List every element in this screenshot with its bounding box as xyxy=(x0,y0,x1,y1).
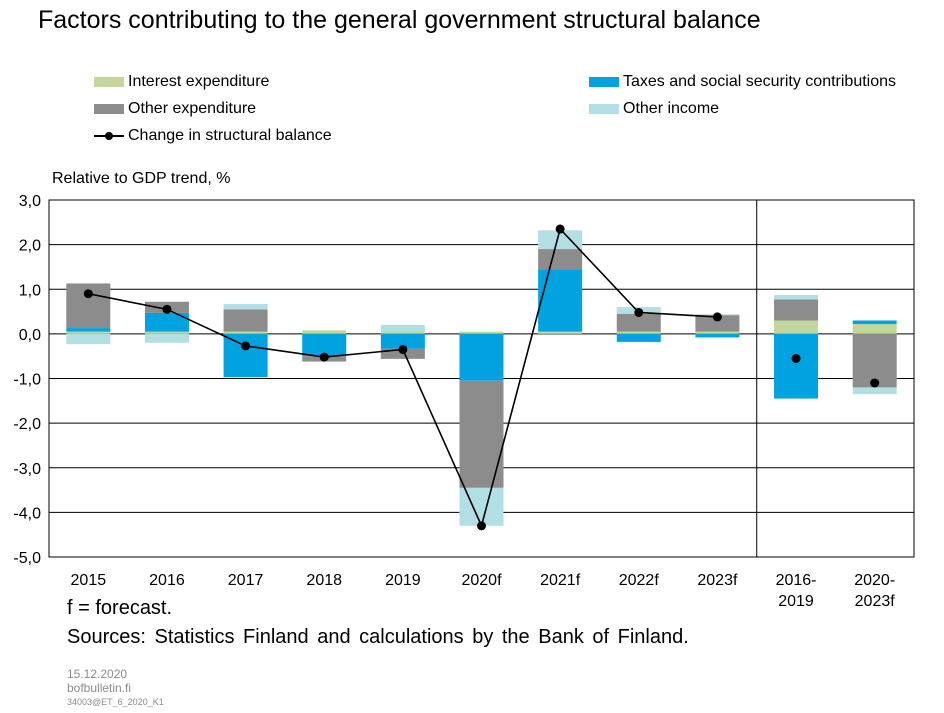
chart-title: Factors contributing to the general gove… xyxy=(38,6,761,34)
y-tick-label: -2,0 xyxy=(13,416,41,433)
change-point xyxy=(162,304,172,314)
legend-other-expenditure: Other expenditure xyxy=(94,100,256,118)
stamp-date: 15.12.2020 xyxy=(67,667,128,681)
bar-segment xyxy=(302,330,347,334)
y-tick-label: 3,0 xyxy=(19,193,41,210)
bar-segment xyxy=(459,380,504,488)
bar-segment xyxy=(459,487,504,526)
bar-segment xyxy=(144,331,189,334)
legend-label-other-income: Other income xyxy=(623,100,720,117)
bar-segment xyxy=(616,313,661,332)
x-tick-label: 2020- xyxy=(854,572,895,589)
change-point xyxy=(555,224,565,234)
x-tick-label: 2022f xyxy=(619,572,660,589)
bar-segment xyxy=(774,295,819,300)
x-tick-label: 2015 xyxy=(71,572,107,589)
bar-segment xyxy=(616,333,661,342)
bar-segment xyxy=(380,331,425,334)
legend-swatch-line xyxy=(94,131,124,141)
legend-swatch-taxes xyxy=(589,77,619,87)
bar-segment xyxy=(852,324,897,334)
bar-segment xyxy=(380,324,425,332)
bar-segment xyxy=(66,333,111,345)
bar-segment xyxy=(538,269,583,332)
change-point xyxy=(870,378,880,388)
bar-segment xyxy=(695,333,740,338)
x-tick-label: 2019 xyxy=(385,572,421,589)
legend-label-line: Change in structural balance xyxy=(128,127,332,144)
bar-segment xyxy=(66,328,111,332)
bar-segment xyxy=(223,333,268,378)
y-tick-label: 0,0 xyxy=(19,327,41,344)
bar-segment xyxy=(380,333,425,349)
bar-segment xyxy=(223,309,268,332)
legend-other-income: Other income xyxy=(589,100,719,118)
bar-segment xyxy=(695,331,740,334)
legend-taxes: Taxes and social security contributions xyxy=(589,73,896,91)
bar-segment xyxy=(302,333,347,357)
bar-segment xyxy=(774,299,819,321)
stamp-code: 34003@ET_6_2020_K1 xyxy=(67,697,164,707)
x-tick-label: 2019 xyxy=(778,593,814,610)
x-tick-label: 2023f xyxy=(697,572,738,589)
bar-segment xyxy=(538,249,583,270)
sources-note: Sources: Statistics Finland and calculat… xyxy=(67,626,689,648)
bar-segment xyxy=(144,333,189,343)
bar-segment xyxy=(144,312,189,332)
legend-label-taxes: Taxes and social security contributions xyxy=(623,73,897,90)
publication-stamp: 15.12.2020 bofbulletin.fi 34003@ET_6_202… xyxy=(67,667,164,709)
x-tick-label: 2017 xyxy=(228,572,264,589)
bar-segment xyxy=(616,331,661,334)
change-point xyxy=(319,352,329,362)
y-axis-title: Relative to GDP trend, % xyxy=(52,170,231,187)
change-point xyxy=(791,353,801,363)
legend-swatch-interest xyxy=(94,77,124,87)
x-tick-label: 2023f xyxy=(855,593,896,610)
change-point xyxy=(634,307,644,317)
bar-segment xyxy=(695,315,740,332)
bar-segment xyxy=(774,333,819,399)
x-tick-label: 2020f xyxy=(461,572,502,589)
bar-segment xyxy=(223,331,268,334)
legend-interest: Interest expenditure xyxy=(94,73,269,91)
change-point xyxy=(241,341,251,351)
y-tick-label: -1,0 xyxy=(13,372,41,389)
bar-segment xyxy=(538,331,583,334)
plot-frame xyxy=(48,199,915,558)
change-point xyxy=(712,312,722,322)
y-tick-label: -4,0 xyxy=(13,505,41,522)
x-tick-label: 2016- xyxy=(776,572,817,589)
bar-segment xyxy=(538,230,583,250)
change-point xyxy=(83,289,93,299)
change-line xyxy=(88,227,718,529)
footnote: f = forecast. xyxy=(67,597,173,619)
stamp-site: bofbulletin.fi xyxy=(67,681,132,695)
bar-segment xyxy=(852,387,897,395)
bar-segment xyxy=(66,331,111,334)
bar-segment xyxy=(774,320,819,334)
x-tick-label: 2018 xyxy=(306,572,342,589)
change-point xyxy=(477,521,486,531)
legend-label-other-expenditure: Other expenditure xyxy=(128,100,257,117)
bar-segment xyxy=(459,331,504,334)
y-tick-label: -5,0 xyxy=(13,550,41,567)
bar-segment xyxy=(852,320,897,325)
y-tick-label: -3,0 xyxy=(13,461,41,478)
legend-swatch-other-income xyxy=(589,104,619,114)
y-tick-label: 2,0 xyxy=(19,238,41,255)
x-tick-label: 2016 xyxy=(149,572,185,589)
bar-segment xyxy=(459,333,504,381)
y-tick-label: 1,0 xyxy=(19,282,41,299)
bar-segment xyxy=(223,303,268,310)
legend-label-interest: Interest expenditure xyxy=(128,73,270,90)
change-point xyxy=(398,344,408,354)
x-tick-label: 2021f xyxy=(540,572,581,589)
legend-change-line: Change in structural balance xyxy=(94,127,332,145)
legend-swatch-other-expenditure xyxy=(94,104,124,114)
